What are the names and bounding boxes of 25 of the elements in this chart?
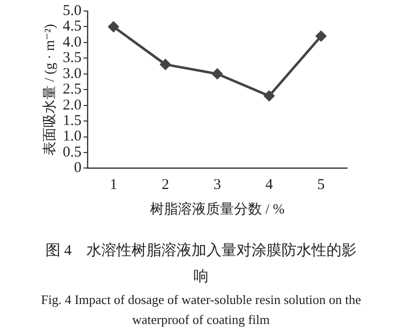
x-tick-label: 2	[162, 177, 170, 194]
x-tick-label: 1	[110, 177, 118, 194]
point	[160, 59, 171, 70]
y-tick-label: 0	[74, 160, 82, 176]
y-tick-label: 5.0	[62, 2, 82, 19]
y-tick-label: 3.5	[62, 50, 82, 66]
x-axis-title: 树脂溶液质量分数 / %	[150, 201, 285, 218]
y-tick-label: 3.0	[62, 66, 82, 82]
y-tick-label: 2.5	[62, 82, 82, 98]
point	[316, 30, 326, 42]
y-axis-title: 表面吸水量 / (g · m⁻²)	[42, 24, 58, 156]
y-tick-label: 0.5	[62, 144, 82, 160]
caption: Fig. 4 Impact of dosage of water-soluble resin solution on the waterproof of coating film	[40, 291, 362, 329]
point	[108, 21, 119, 32]
point	[264, 90, 274, 102]
caption: 图 4 水溶性树脂溶液加入量对涂膜防水性的影响	[44, 241, 358, 287]
y-tick-label: 1.0	[62, 128, 82, 145]
x-tick-label: 4	[265, 177, 274, 194]
point	[212, 68, 223, 80]
y-tick-label: 2.0	[62, 97, 82, 114]
x-tick-label: 5	[317, 177, 325, 194]
y-tick-label: 1.5	[62, 112, 82, 129]
y-tick-label: 4.5	[62, 18, 82, 35]
x-tick-label: 3	[214, 177, 222, 194]
y-tick-label: 4.0	[62, 34, 82, 50]
